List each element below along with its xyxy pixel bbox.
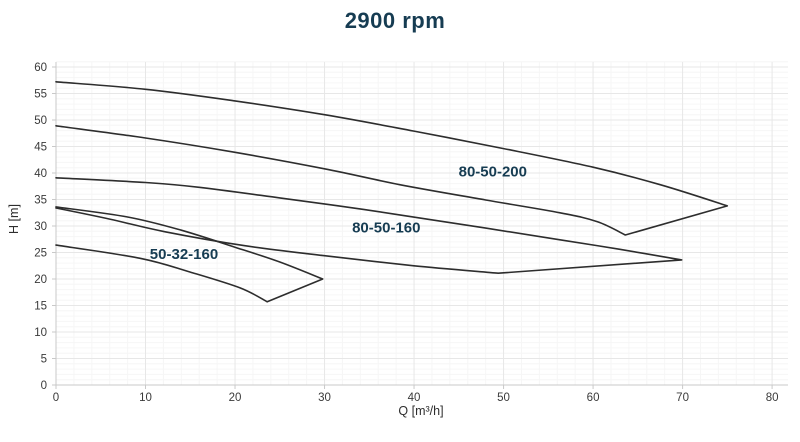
- x-tick-label: 60: [587, 392, 600, 404]
- curve-label-80-50-200: 80-50-200: [459, 163, 527, 180]
- x-tick-label: 50: [497, 392, 510, 404]
- y-tick-label: 60: [34, 62, 47, 74]
- y-tick-label: 0: [41, 380, 47, 392]
- y-tick-label: 30: [34, 221, 47, 233]
- x-tick-label: 20: [229, 392, 242, 404]
- chart-title: 2900 rpm: [344, 8, 446, 33]
- x-tick-label: 30: [318, 392, 331, 404]
- x-tick-label: 10: [139, 392, 152, 404]
- y-tick-label: 55: [34, 89, 47, 101]
- curve-label-50-32-160: 50-32-160: [150, 246, 218, 263]
- x-axis-title: Q [m³/h]: [398, 404, 444, 418]
- y-tick-label: 15: [34, 301, 47, 313]
- pump-envelope-50-32-160: [55, 206, 324, 303]
- y-tick-label: 45: [34, 142, 47, 154]
- y-tick-label: 10: [34, 327, 47, 339]
- x-tick-label: 80: [766, 392, 779, 404]
- y-axis-title: H [m]: [7, 204, 21, 234]
- curve-label-80-50-160: 80-50-160: [352, 220, 420, 237]
- y-tick-label: 20: [34, 274, 47, 286]
- x-tick-label: 40: [408, 392, 421, 404]
- y-tick-label: 25: [34, 248, 47, 260]
- pump-envelope-80-50-200: [55, 81, 729, 236]
- y-tick-label: 35: [34, 195, 47, 207]
- x-tick-label: 70: [676, 392, 689, 404]
- x-tick-label: 0: [53, 392, 59, 404]
- y-tick-label: 5: [41, 354, 47, 366]
- y-tick-label: 50: [34, 115, 47, 127]
- y-tick-label: 40: [34, 168, 47, 180]
